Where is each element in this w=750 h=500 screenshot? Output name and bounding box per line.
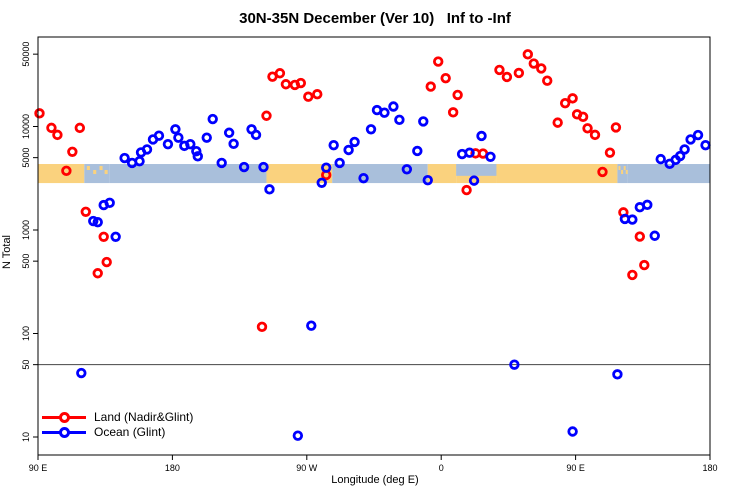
svg-text:500: 500 xyxy=(21,254,31,269)
svg-text:100: 100 xyxy=(21,326,31,341)
svg-text:50000: 50000 xyxy=(21,42,31,67)
x-axis-label: Longitude (deg E) xyxy=(331,474,419,486)
svg-text:90 E: 90 E xyxy=(566,463,585,473)
chart-title: 30N-35N December (Ver 10) Inf to -Inf xyxy=(239,10,511,27)
legend: Land (Nadir&Glint) Ocean (Glint) xyxy=(42,410,193,440)
y-axis-label: N Total xyxy=(1,234,13,270)
svg-text:50: 50 xyxy=(21,360,31,370)
svg-text:90 W: 90 W xyxy=(296,463,318,473)
svg-text:0: 0 xyxy=(439,463,444,473)
legend-label-ocean: Ocean (Glint) xyxy=(94,425,166,439)
ocean-series-key-icon xyxy=(42,427,86,438)
svg-text:10: 10 xyxy=(21,432,31,442)
svg-text:1000: 1000 xyxy=(21,220,31,240)
svg-text:5000: 5000 xyxy=(21,148,31,168)
land-series-key-icon xyxy=(42,412,86,423)
legend-item-land: Land (Nadir&Glint) xyxy=(42,410,193,425)
svg-text:90 E: 90 E xyxy=(29,463,48,473)
legend-label-land: Land (Nadir&Glint) xyxy=(94,410,194,424)
svg-text:180: 180 xyxy=(165,463,180,473)
svg-text:10000: 10000 xyxy=(21,114,31,139)
svg-text:180: 180 xyxy=(702,463,717,473)
legend-item-ocean: Ocean (Glint) xyxy=(42,425,193,440)
